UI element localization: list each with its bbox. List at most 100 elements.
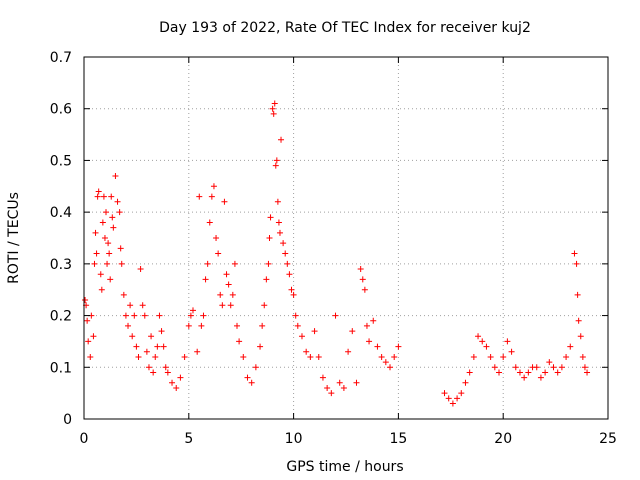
data-point <box>194 348 201 355</box>
data-point <box>584 369 591 376</box>
data-point <box>315 353 322 360</box>
data-point <box>363 322 370 329</box>
data-point <box>143 348 150 355</box>
data-point <box>357 266 364 273</box>
data-point <box>106 250 113 257</box>
data-point <box>210 183 217 190</box>
x-tick-label: 5 <box>184 431 193 447</box>
data-point <box>117 245 124 252</box>
y-tick-label: 0.1 <box>50 360 72 376</box>
data-point <box>158 328 165 335</box>
data-point <box>516 369 523 376</box>
data-point <box>229 291 236 298</box>
data-point <box>219 302 226 309</box>
x-tick-label: 10 <box>285 431 303 447</box>
data-point <box>395 343 402 350</box>
data-point <box>441 390 448 397</box>
data-point <box>504 338 511 345</box>
data-point <box>148 333 155 340</box>
data-point <box>93 250 100 257</box>
data-point <box>265 260 272 267</box>
data-point <box>257 343 264 350</box>
data-point <box>525 369 532 376</box>
y-tick-label: 0.6 <box>50 102 72 118</box>
data-point <box>82 297 89 304</box>
data-point <box>475 333 482 340</box>
grid-lines <box>84 57 608 419</box>
data-point <box>521 374 528 381</box>
data-point <box>156 312 163 319</box>
data-point <box>269 105 276 112</box>
data-point <box>129 333 136 340</box>
data-point <box>286 271 293 278</box>
data-point <box>349 328 356 335</box>
data-point <box>345 348 352 355</box>
data-point <box>332 312 339 319</box>
data-point <box>391 353 398 360</box>
data-point <box>85 338 92 345</box>
data-point <box>154 343 161 350</box>
data-point <box>496 369 503 376</box>
data-point <box>574 291 581 298</box>
data-point <box>263 276 270 283</box>
data-point <box>267 214 274 221</box>
data-point <box>508 348 515 355</box>
data-point <box>274 198 281 205</box>
data-point <box>122 312 129 319</box>
data-point <box>284 260 291 267</box>
x-tick-label: 0 <box>80 431 89 447</box>
data-point <box>135 353 142 360</box>
data-point <box>533 364 540 371</box>
data-point <box>573 260 580 267</box>
data-point <box>120 291 127 298</box>
data-point <box>196 193 203 200</box>
data-point <box>449 400 456 407</box>
data-point <box>244 374 251 381</box>
data-point <box>537 374 544 381</box>
data-point <box>217 291 224 298</box>
data-point <box>215 250 222 257</box>
y-tick-label: 0.5 <box>50 153 72 169</box>
data-point <box>261 302 268 309</box>
y-tick-labels: 0 0.1 0.2 0.3 0.4 0.5 0.6 0.7 <box>50 50 72 428</box>
data-point <box>272 162 279 169</box>
data-point <box>361 286 368 293</box>
data-point <box>483 343 490 350</box>
data-point <box>107 276 114 283</box>
data-point <box>127 302 134 309</box>
data-point <box>173 384 180 391</box>
data-point <box>104 260 111 267</box>
data-point <box>554 369 561 376</box>
data-point <box>164 369 171 376</box>
data-point <box>259 322 266 329</box>
data-point <box>162 364 169 371</box>
y-tick-label: 0.7 <box>50 50 72 66</box>
data-point <box>92 229 99 236</box>
data-point <box>550 364 557 371</box>
data-point <box>206 219 213 226</box>
data-point <box>282 250 289 257</box>
data-point <box>99 219 106 226</box>
data-point <box>137 266 144 273</box>
data-point <box>479 338 486 345</box>
data-point <box>227 302 234 309</box>
plot-frame <box>83 56 609 420</box>
data-points <box>82 100 591 407</box>
data-point <box>462 379 469 386</box>
data-point <box>563 353 570 360</box>
data-point <box>366 338 373 345</box>
data-point <box>567 343 574 350</box>
data-point <box>512 364 519 371</box>
data-point <box>298 333 305 340</box>
data-point <box>324 384 331 391</box>
data-point <box>177 374 184 381</box>
data-point <box>100 193 107 200</box>
data-point <box>470 353 477 360</box>
y-tick-label: 0.3 <box>50 257 72 273</box>
data-point <box>240 353 247 360</box>
data-point <box>225 281 232 288</box>
y-tick-label: 0 <box>63 412 72 428</box>
data-point <box>491 364 498 371</box>
data-point <box>353 379 360 386</box>
data-point <box>387 364 394 371</box>
